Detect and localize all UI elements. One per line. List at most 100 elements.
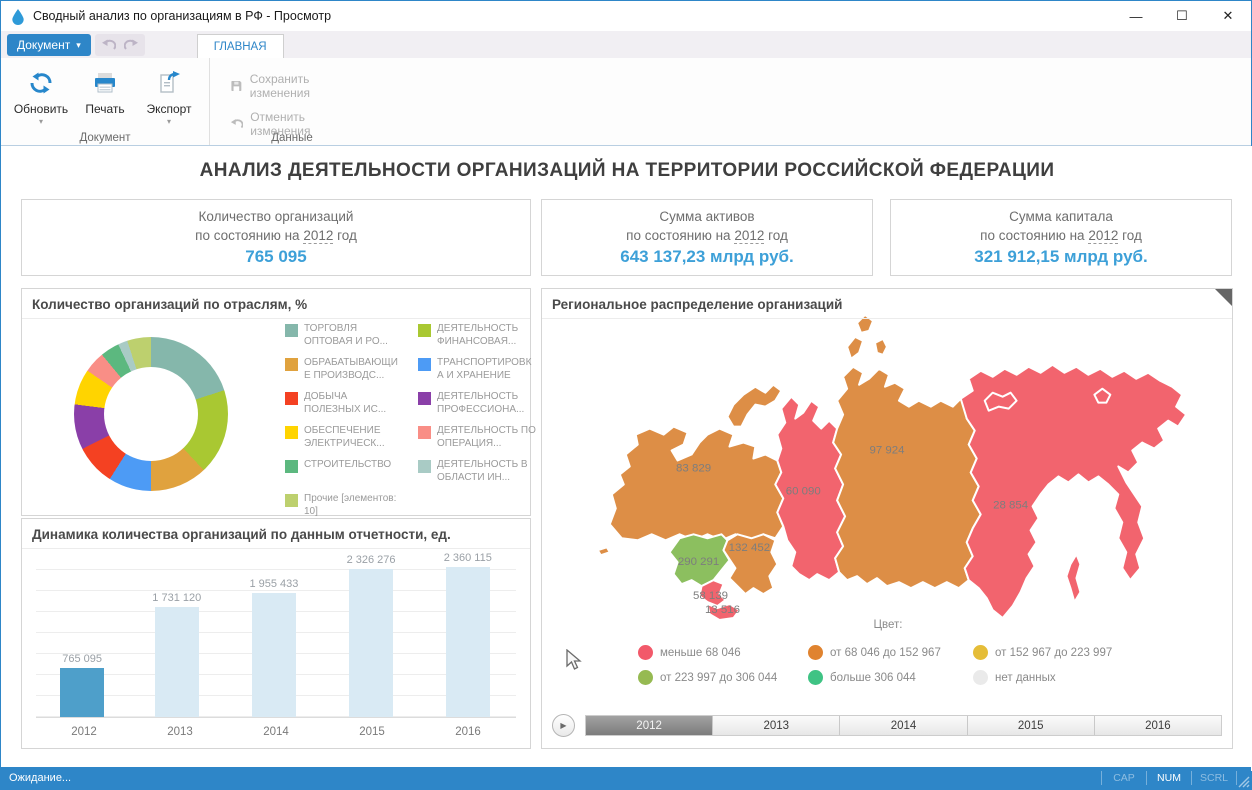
- save-changes-label: Сохранить изменения: [249, 72, 311, 100]
- map-island-novaya-zemlya[interactable]: [726, 383, 783, 428]
- map-island-severnaya-zemlya[interactable]: [846, 335, 865, 360]
- undo-icon[interactable]: [101, 38, 116, 52]
- export-button[interactable]: Экспорт ▾: [139, 62, 199, 126]
- map-legend-item: больше 306 044: [808, 670, 973, 685]
- ribbon-group-label-data: Данные: [271, 132, 313, 144]
- russia-map: 83 829 60 090 97 924 28 854 290 291 132 …: [596, 313, 1188, 622]
- ribbon-tab-row: Документ ▾ ГЛАВНАЯ: [1, 31, 1251, 58]
- map-island-severnaya-zemlya[interactable]: [856, 313, 875, 334]
- close-button[interactable]: ✕: [1222, 8, 1234, 23]
- print-button[interactable]: Печать: [75, 62, 135, 126]
- quick-access-toolbar: [94, 34, 145, 56]
- legend-swatch: [418, 358, 431, 371]
- map-legend-item: нет данных: [973, 670, 1138, 685]
- map-legend-item: от 68 046 до 152 967: [808, 645, 973, 660]
- kpi-year-parameter[interactable]: 2012: [1088, 227, 1119, 244]
- timeline-year-2012[interactable]: 2012: [586, 716, 714, 735]
- chevron-down-icon: ▾: [38, 117, 43, 126]
- document-menu-button[interactable]: Документ ▾: [7, 34, 91, 56]
- minimize-button[interactable]: —: [1129, 8, 1143, 24]
- bar-panel-title: Динамика количества организаций по данны…: [22, 519, 530, 549]
- redo-icon[interactable]: [123, 38, 139, 52]
- bar-x-label: 2015: [359, 726, 385, 738]
- kpi-year-parameter[interactable]: 2012: [303, 227, 334, 244]
- map-region-northwest[interactable]: [608, 425, 785, 542]
- legend-label: ДЕЯТЕЛЬНОСТЬ ФИНАНСОВАЯ...: [437, 323, 519, 347]
- industry-donut-chart[interactable]: [74, 337, 228, 491]
- timeline-year-2015[interactable]: 2015: [967, 716, 1095, 735]
- status-separator: [1146, 771, 1147, 785]
- bar-x-label: 2013: [167, 726, 193, 738]
- legend-label: нет данных: [995, 671, 1056, 684]
- timeline-year-2013[interactable]: 2013: [713, 716, 841, 735]
- play-button[interactable]: ▶: [552, 714, 575, 737]
- resize-grip[interactable]: [1237, 767, 1251, 789]
- bar-column: 2 326 276: [347, 554, 396, 717]
- bar-column: 1 955 433: [249, 578, 298, 717]
- legend-color-dot: [808, 670, 823, 685]
- map-region-central[interactable]: [668, 533, 731, 588]
- map-region-siberia[interactable]: [832, 365, 982, 590]
- status-indicator-scrl: SCRL: [1199, 772, 1228, 784]
- bar-value-label: 765 095: [62, 653, 102, 665]
- legend-label: ДЕЯТЕЛЬНОСТЬ ПО ОПЕРАЦИЯ...: [437, 425, 536, 449]
- status-separator: [1191, 771, 1192, 785]
- legend-swatch: [418, 392, 431, 405]
- timeline-year-2014[interactable]: 2014: [840, 716, 968, 735]
- bar-column: 1 731 120: [152, 592, 201, 717]
- maximize-button[interactable]: ☐: [1176, 8, 1188, 23]
- map-island-severnaya-zemlya[interactable]: [874, 337, 888, 356]
- bar-2014[interactable]: [251, 593, 296, 717]
- bar-value-label: 1 955 433: [249, 578, 299, 590]
- map-island-wrangel[interactable]: [1093, 387, 1112, 404]
- status-indicator-cap: CAP: [1113, 772, 1135, 784]
- legend-label: от 68 046 до 152 967: [830, 646, 941, 659]
- legend-label: СТРОИТЕЛЬСТВО: [304, 459, 392, 470]
- refresh-label: Обновить: [13, 102, 69, 116]
- report-content: АНАЛИЗ ДЕЯТЕЛЬНОСТИ ОРГАНИЗАЦИЙ НА ТЕРРИ…: [1, 146, 1252, 771]
- kpi-year-parameter[interactable]: 2012: [734, 227, 765, 244]
- bar-2016[interactable]: [445, 567, 490, 717]
- legend-color-dot: [808, 645, 823, 660]
- ribbon: Обновить ▾ Печать: [1, 58, 1251, 146]
- bar-2015[interactable]: [349, 569, 394, 717]
- map-value-ural: 60 090: [786, 485, 821, 497]
- map-island-sakhalin[interactable]: [1065, 553, 1082, 604]
- print-icon: [95, 73, 115, 93]
- document-menu-label: Документ: [17, 38, 71, 52]
- map-region-kaliningrad[interactable]: [596, 546, 611, 557]
- save-changes-button[interactable]: Сохранить изменения: [230, 72, 348, 100]
- kpi-card-capital: Сумма капитала по состоянию на 2012 год …: [890, 199, 1232, 276]
- bar-2013[interactable]: [154, 607, 199, 717]
- legend-label: ДЕЯТЕЛЬНОСТЬ В ОБЛАСТИ ИН...: [437, 459, 528, 483]
- donut-legend: ТОРГОВЛЯ ОПТОВАЯ И РО... ОБРАБАТЫВАЮЩИЕ П…: [285, 323, 537, 518]
- panel-corner-marker[interactable]: [1215, 289, 1232, 306]
- map-value-fareast: 28 854: [993, 499, 1029, 511]
- legend-swatch: [285, 460, 298, 473]
- legend-swatch: [285, 426, 298, 439]
- undo-icon: [230, 119, 244, 129]
- donut-panel-title: Количество организаций по отраслям, %: [22, 289, 530, 319]
- map-island-new-siberian[interactable]: [983, 391, 1018, 412]
- refresh-button[interactable]: Обновить ▾: [11, 62, 71, 126]
- map-value-south: 58 139: [693, 590, 728, 602]
- tab-main[interactable]: ГЛАВНАЯ: [196, 34, 284, 58]
- map-region-fareast[interactable]: [959, 363, 1188, 620]
- map-region-volga[interactable]: [722, 533, 779, 596]
- bar-2012[interactable]: [60, 668, 105, 717]
- map-region-south[interactable]: [698, 579, 727, 608]
- bar-x-label: 2016: [455, 726, 481, 738]
- chevron-down-icon: ▾: [166, 117, 171, 126]
- kpi-prefix: по состоянию на: [195, 227, 300, 243]
- kpi-prefix: по состоянию на: [626, 227, 731, 243]
- legend-label: от 223 997 до 306 044: [660, 671, 778, 684]
- year-timeline: ▶ 2012 2013 2014 2015 2016: [552, 713, 1222, 738]
- legend-swatch: [285, 358, 298, 371]
- undo-changes-button[interactable]: Отменить изменения: [230, 110, 348, 138]
- timeline-year-2016[interactable]: 2016: [1094, 716, 1222, 735]
- legend-label: ДЕЯТЕЛЬНОСТЬ ПРОФЕССИОНА...: [437, 391, 525, 415]
- donut-hole: [104, 367, 198, 461]
- status-separator: [1101, 771, 1102, 785]
- map-region-caucasus[interactable]: [706, 603, 741, 622]
